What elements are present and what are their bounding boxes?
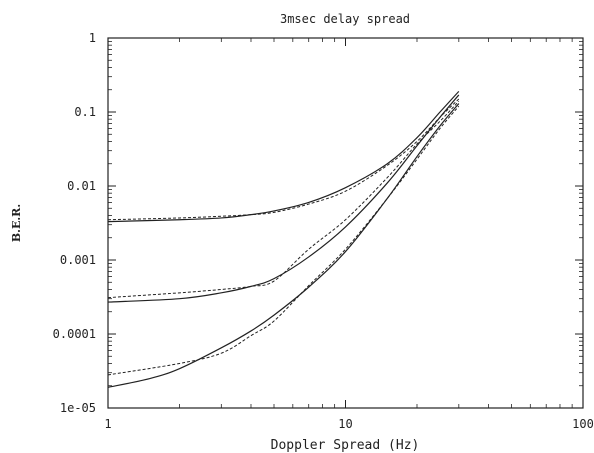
plot-frame	[107, 37, 584, 409]
x-tick-label: 1	[104, 417, 111, 431]
series-line-2-dashed	[107, 98, 460, 221]
y-axis-label: B.E.R.	[10, 204, 23, 242]
y-tick-label: 0.1	[74, 105, 96, 119]
x-tick-label: 10	[338, 417, 352, 431]
y-axis: 1 0.1 0.01 0.001 0.0001 1e-05	[53, 31, 583, 415]
y-tick-label: 0.0001	[53, 327, 96, 341]
y-tick-label: 0.001	[60, 253, 96, 267]
x-axis: 1 10 100	[104, 38, 594, 431]
series-line-3-solid	[107, 94, 460, 303]
series-line-6-dashed	[107, 105, 460, 376]
series-line-5-solid	[107, 103, 460, 388]
series-line-4-dashed	[107, 100, 460, 299]
series-group	[107, 90, 460, 388]
chart-title: 3msec delay spread	[280, 12, 410, 26]
y-tick-label: 1	[89, 31, 96, 45]
y-tick-label: 0.01	[67, 179, 96, 193]
y-tick-label: 1e-05	[60, 401, 96, 415]
x-axis-label: Doppler Spread (Hz)	[271, 438, 420, 453]
series-line-1-solid	[107, 90, 460, 223]
x-tick-label: 100	[572, 417, 594, 431]
